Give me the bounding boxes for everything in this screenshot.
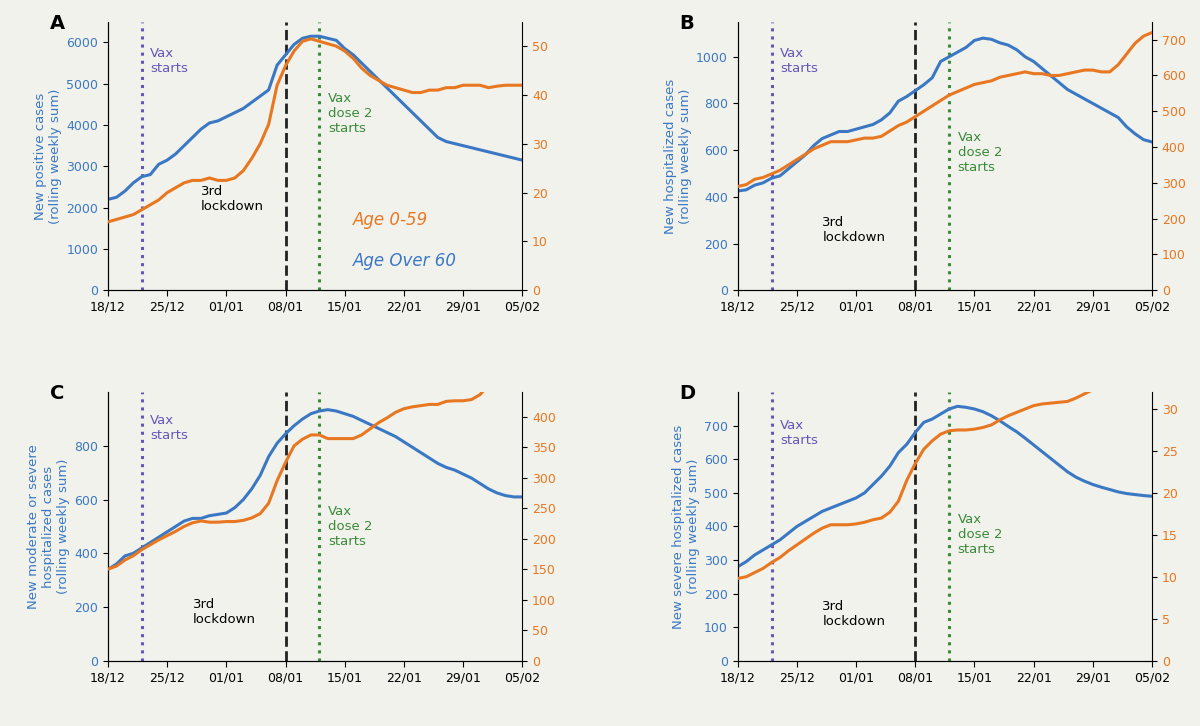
Text: Age 0-59: Age 0-59 [353, 211, 428, 229]
Text: B: B [679, 14, 695, 33]
Text: 3rd
lockdown: 3rd lockdown [202, 185, 264, 213]
Y-axis label: New moderate or severe
hospitalized cases
(rolling weekly sum): New moderate or severe hospitalized case… [28, 444, 70, 609]
Text: A: A [50, 14, 65, 33]
Text: C: C [50, 384, 65, 403]
Text: Vax
starts: Vax starts [780, 47, 818, 76]
Text: D: D [679, 384, 696, 403]
Text: 3rd
lockdown: 3rd lockdown [822, 216, 886, 243]
Text: Vax
dose 2
starts: Vax dose 2 starts [958, 131, 1002, 174]
Text: Vax
starts: Vax starts [150, 46, 188, 75]
Text: 3rd
lockdown: 3rd lockdown [822, 600, 886, 628]
Y-axis label: New hospitalized cases
(rolling weekly sum): New hospitalized cases (rolling weekly s… [664, 78, 692, 234]
Y-axis label: New severe hospitalized cases
(rolling weekly sum): New severe hospitalized cases (rolling w… [672, 424, 700, 629]
Text: Vax
dose 2
starts: Vax dose 2 starts [328, 92, 372, 135]
Text: 3rd
lockdown: 3rd lockdown [192, 598, 256, 627]
Text: Age Over 60: Age Over 60 [353, 253, 457, 270]
Text: Vax
dose 2
starts: Vax dose 2 starts [328, 505, 372, 548]
Text: Vax
starts: Vax starts [780, 419, 818, 447]
Text: Vax
dose 2
starts: Vax dose 2 starts [958, 513, 1002, 556]
Y-axis label: New positive cases
(rolling weekly sum): New positive cases (rolling weekly sum) [34, 89, 62, 224]
Text: Vax
starts: Vax starts [150, 414, 188, 441]
